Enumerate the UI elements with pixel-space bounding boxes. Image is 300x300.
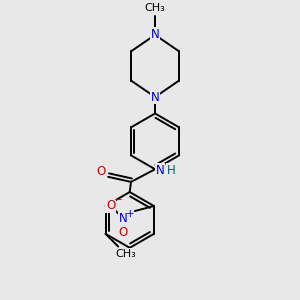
Text: H: H <box>167 164 176 177</box>
Text: O: O <box>106 200 116 212</box>
Text: CH₃: CH₃ <box>116 249 136 259</box>
Text: N: N <box>119 212 128 225</box>
Text: N: N <box>156 164 164 177</box>
Text: N: N <box>151 91 159 103</box>
Text: −: − <box>114 195 123 205</box>
Text: O: O <box>119 226 128 239</box>
Text: N: N <box>151 28 159 41</box>
Text: O: O <box>96 165 105 178</box>
Text: CH₃: CH₃ <box>145 3 165 13</box>
Text: +: + <box>125 208 134 219</box>
